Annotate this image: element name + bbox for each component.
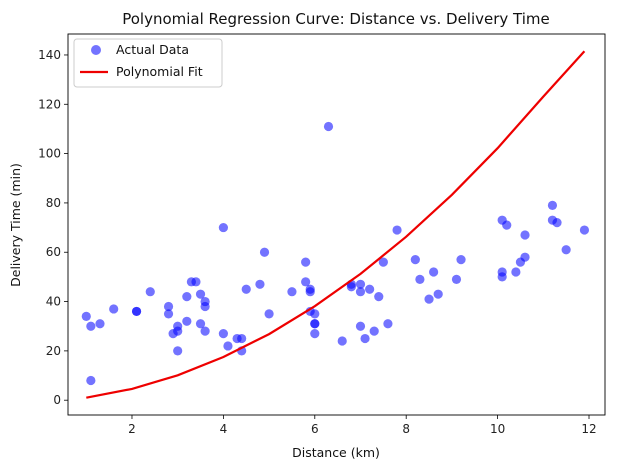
data-point bbox=[360, 333, 370, 344]
data-point bbox=[415, 274, 425, 284]
data-point bbox=[241, 284, 251, 294]
data-point bbox=[502, 220, 512, 230]
y-tick-label: 40 bbox=[46, 295, 61, 309]
data-point bbox=[200, 326, 210, 336]
y-axis-label: Delivery Time (min) bbox=[8, 163, 23, 287]
data-point bbox=[392, 225, 402, 235]
x-tick-label: 8 bbox=[402, 422, 410, 436]
data-point bbox=[374, 292, 384, 302]
data-point bbox=[383, 319, 393, 329]
data-point bbox=[131, 306, 142, 317]
data-point bbox=[200, 301, 210, 312]
data-point bbox=[163, 301, 174, 312]
data-point bbox=[547, 200, 558, 210]
data-point bbox=[218, 329, 228, 339]
data-point bbox=[264, 309, 274, 319]
y-tick-label: 0 bbox=[53, 393, 61, 407]
legend-marker-actual-data bbox=[91, 45, 101, 55]
legend-box bbox=[73, 38, 223, 88]
data-point bbox=[579, 225, 590, 235]
data-point bbox=[255, 279, 265, 289]
data-point bbox=[173, 346, 183, 356]
x-axis-ticks: 2 4 6 8 10 12 bbox=[128, 415, 597, 436]
data-point bbox=[195, 289, 206, 299]
data-point bbox=[433, 289, 443, 299]
data-point bbox=[86, 321, 96, 331]
chart-title: Polynomial Regression Curve: Distance vs… bbox=[122, 10, 550, 28]
data-point bbox=[301, 277, 311, 287]
data-point bbox=[310, 319, 320, 329]
x-axis-label: Distance (km) bbox=[292, 445, 380, 460]
data-point bbox=[552, 218, 562, 228]
data-point bbox=[456, 255, 466, 265]
data-point bbox=[378, 257, 388, 267]
data-point bbox=[497, 272, 507, 282]
data-point bbox=[145, 287, 155, 297]
data-point bbox=[365, 284, 375, 294]
data-point bbox=[310, 329, 320, 339]
data-point bbox=[355, 321, 366, 331]
data-point bbox=[520, 252, 530, 262]
data-point bbox=[305, 284, 315, 294]
x-tick-label: 2 bbox=[128, 422, 136, 436]
data-point bbox=[369, 326, 379, 336]
data-point bbox=[410, 255, 420, 265]
x-tick-label: 10 bbox=[490, 422, 505, 436]
legend-label-actual-data: Actual Data bbox=[116, 42, 189, 57]
data-point bbox=[163, 309, 174, 319]
polynomial-fit-line bbox=[86, 50, 586, 399]
y-tick-label: 120 bbox=[38, 97, 61, 111]
y-tick-label: 140 bbox=[38, 48, 61, 62]
y-tick-label: 80 bbox=[46, 196, 61, 210]
data-point bbox=[520, 230, 530, 240]
legend-label-polynomial-fit: Polynomial Fit bbox=[116, 64, 203, 79]
data-point bbox=[109, 304, 119, 314]
data-point bbox=[218, 222, 228, 233]
data-point bbox=[223, 341, 233, 351]
data-point bbox=[81, 311, 91, 321]
data-point bbox=[355, 287, 366, 297]
x-tick-label: 6 bbox=[311, 422, 319, 436]
data-point bbox=[561, 245, 571, 255]
y-tick-label: 100 bbox=[38, 147, 61, 161]
data-point bbox=[429, 267, 439, 277]
data-point bbox=[182, 292, 192, 302]
data-point bbox=[86, 375, 96, 386]
data-point bbox=[511, 267, 521, 277]
y-tick-label: 20 bbox=[46, 344, 61, 358]
data-point bbox=[424, 294, 434, 304]
data-point bbox=[287, 287, 297, 297]
data-point bbox=[237, 333, 247, 344]
y-axis-ticks: 0 20 40 60 80 100 120 140 bbox=[38, 48, 68, 407]
data-point bbox=[310, 309, 320, 319]
data-point bbox=[191, 277, 201, 287]
data-point bbox=[195, 319, 206, 329]
x-tick-label: 4 bbox=[220, 422, 228, 436]
data-point bbox=[95, 319, 105, 329]
data-point bbox=[451, 274, 462, 284]
data-point bbox=[337, 336, 347, 346]
data-point bbox=[259, 247, 270, 257]
actual-data-points bbox=[81, 121, 590, 386]
data-point bbox=[182, 316, 192, 326]
legend: Actual Data Polynomial Fit bbox=[73, 38, 223, 88]
data-point bbox=[355, 279, 366, 289]
data-point bbox=[323, 121, 334, 132]
plot-frame bbox=[67, 33, 606, 416]
data-point bbox=[301, 257, 311, 267]
x-tick-label: 12 bbox=[581, 422, 596, 436]
y-tick-label: 60 bbox=[46, 245, 61, 259]
data-point bbox=[173, 326, 183, 336]
